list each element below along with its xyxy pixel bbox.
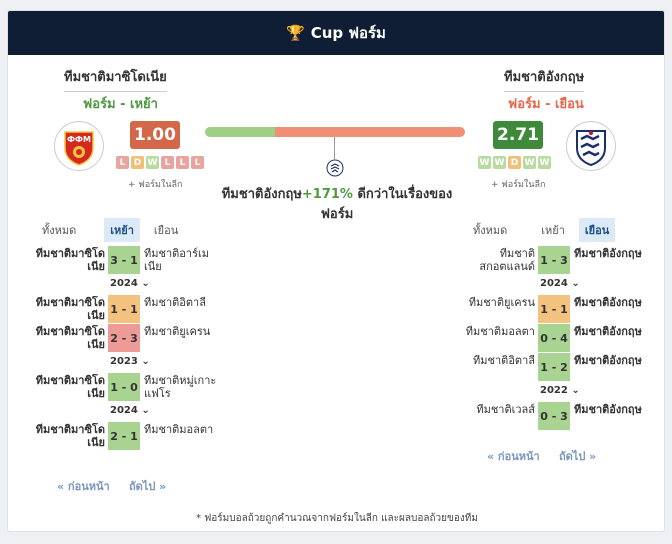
form-card: 🏆 Cup ฟอร์ม ทีมชาติมาซิโดเนีย ฟอร์ม - เห… [7, 10, 665, 532]
form-pill: L [161, 156, 174, 169]
home-side-team: ทีมชาติมาซิโดเนีย [35, 325, 105, 351]
tab-all[interactable]: ทั้งหมด [473, 224, 508, 237]
home-share-fill [205, 127, 276, 137]
away-next-button[interactable]: ถัดไป » [559, 450, 597, 463]
comparison-suffix: ดีกว่าในเรื่องของ [352, 187, 453, 202]
match-score: 2 - 1 [108, 422, 140, 450]
home-side-team: ทีมชาติมาซิโดเนีย [35, 247, 105, 273]
home-rating: 1.00 [130, 121, 180, 149]
form-pill: W [146, 156, 159, 169]
form-pill: D [508, 156, 521, 169]
match-score: 1 - 1 [108, 295, 140, 323]
away-side-team: ทีมชาติอังกฤษ [574, 296, 642, 309]
home-side-team: ทีมชาติสกอตแลนด์ [479, 247, 535, 273]
form-pill: L [191, 156, 204, 169]
form-pill: L [116, 156, 129, 169]
bar-pointer-line [334, 137, 335, 159]
year-separator: 2024 ⌄ [110, 405, 150, 416]
home-prev-button[interactable]: « ก่อนหน้า [57, 480, 110, 493]
chevron-down-icon: ⌄ [137, 405, 150, 416]
england-small-crest-icon [326, 159, 344, 177]
away-side-team: ทีมชาติอังกฤษ [574, 403, 642, 416]
away-side-team: ทีมชาติอาร์เมเนีย [144, 247, 209, 273]
away-side-team: ทีมชาติอังกฤษ [574, 354, 642, 367]
macedonia-crest-icon: ФФМ [64, 131, 94, 166]
match-score: 3 - 1 [108, 246, 140, 274]
match-score: 1 - 2 [538, 353, 570, 381]
home-next-button[interactable]: ถัดไป » [129, 480, 167, 493]
away-rating: 2.71 [493, 121, 543, 149]
year-separator: 2022 ⌄ [540, 385, 580, 396]
match-score: 0 - 4 [538, 324, 570, 352]
card-header: 🏆 Cup ฟอร์ม [8, 11, 664, 55]
england-crest-icon [576, 130, 606, 167]
match-score: 1 - 1 [538, 295, 570, 323]
home-team-logo: ФФМ [54, 121, 104, 171]
comparison-line-1: ทีมชาติอังกฤษ+171% ดีกว่าในเรื่องของ [208, 185, 466, 205]
home-form-label: ฟอร์ม - เหย้า [83, 97, 158, 112]
away-side-team: ทีมชาติมอลตา [144, 423, 214, 436]
away-league-form-link[interactable]: + ฟอร์มในลีก [491, 180, 546, 190]
year-separator: 2023 ⌄ [110, 356, 150, 367]
home-side-team: ทีมชาติยูเครน [468, 296, 535, 309]
match-score: 1 - 3 [538, 246, 570, 274]
trophy-icon: 🏆 [286, 24, 305, 42]
away-side-team: ทีมชาติยูเครน [144, 325, 211, 338]
tab-away[interactable]: เยือน [578, 218, 616, 242]
away-side-team: ทีมชาติอังกฤษ [574, 247, 642, 260]
home-side-team: ทีมชาติอิตาลี [473, 354, 535, 367]
year-separator: 2024 ⌄ [110, 278, 150, 289]
match-score: 1 - 0 [108, 373, 140, 401]
away-share-fill [275, 127, 465, 137]
away-team-logo [566, 121, 616, 171]
home-league-form-link[interactable]: + ฟอร์มในลีก [128, 180, 183, 190]
away-side-team: ทีมชาติอังกฤษ [574, 325, 642, 338]
form-pill: W [523, 156, 536, 169]
home-side-team: ทีมชาติมาซิโดเนีย [35, 296, 105, 322]
away-side-team: ทีมชาติหมู่เกาะแฟโร [144, 374, 217, 400]
svg-text:ФФМ: ФФМ [67, 135, 91, 144]
chevron-down-icon: ⌄ [567, 278, 580, 289]
form-pill: W [538, 156, 551, 169]
away-tabs: ทั้งหมด เหย้า เยือน [467, 218, 616, 242]
comparison-percent: +171% [301, 187, 353, 202]
form-pill: L [176, 156, 189, 169]
england-small-badge [326, 159, 344, 180]
form-comparison-bar [205, 127, 465, 137]
form-pill: W [493, 156, 506, 169]
match-score: 2 - 3 [108, 324, 140, 352]
home-side-team: ทีมชาติมาซิโดเนีย [35, 374, 105, 400]
chevron-down-icon: ⌄ [137, 278, 150, 289]
chevron-down-icon: ⌄ [137, 356, 150, 367]
home-tabs: ทั้งหมด เหย้า เยือน [36, 218, 184, 242]
tab-away[interactable]: เยือน [153, 224, 179, 237]
home-team-title: ทีมชาติมาซิโดเนีย [64, 66, 167, 92]
tab-home[interactable]: เหย้า [104, 218, 140, 242]
comparison-text: ทีมชาติอังกฤษ+171% ดีกว่าในเรื่องของ ฟอร… [208, 185, 466, 225]
form-pill: D [131, 156, 144, 169]
away-prev-button[interactable]: « ก่อนหน้า [487, 450, 540, 463]
home-side-team: ทีมชาติเวลส์ [476, 403, 535, 416]
match-score: 0 - 3 [538, 402, 570, 430]
comparison-line-2: ฟอร์ม [320, 207, 354, 222]
away-form-label: ฟอร์ม - เยือน [508, 97, 584, 112]
year-separator: 2024 ⌄ [540, 278, 580, 289]
form-pill: W [478, 156, 491, 169]
comparison-team: ทีมชาติอังกฤษ [221, 187, 302, 202]
card-title: Cup ฟอร์ม [310, 24, 386, 42]
away-side-team: ทีมชาติอิตาลี [144, 296, 206, 309]
chevron-down-icon: ⌄ [567, 385, 580, 396]
tab-all[interactable]: ทั้งหมด [42, 224, 77, 237]
away-team-title: ทีมชาติอังกฤษ [504, 66, 585, 92]
home-side-team: ทีมชาติมาซิโดเนีย [35, 423, 105, 449]
home-side-team: ทีมชาติมอลตา [465, 325, 535, 338]
footnote: * ฟอร์มบอลถ้วยถูกคำนวณจากฟอร์มในลีก และผ… [196, 513, 478, 524]
tab-home[interactable]: เหย้า [541, 224, 565, 237]
